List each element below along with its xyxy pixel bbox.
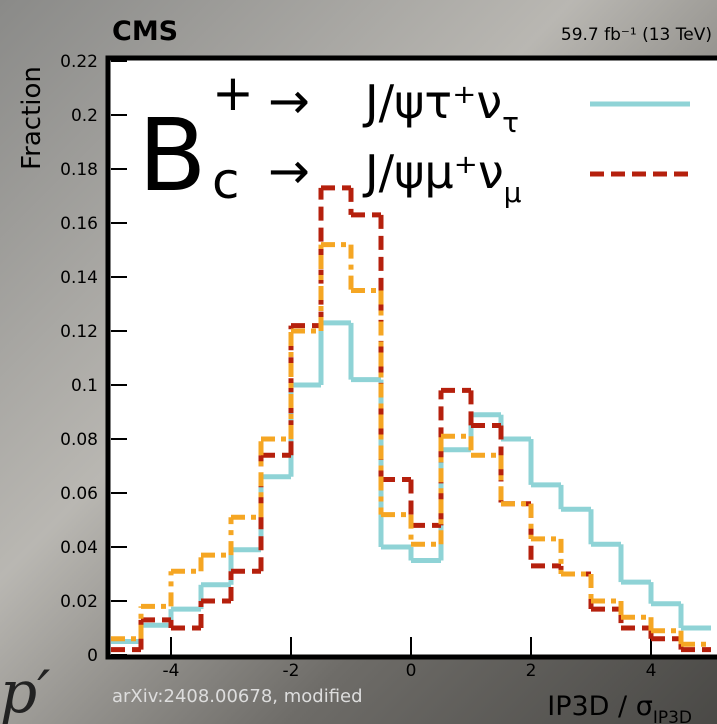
y-tick-label: 0.1 [71, 376, 98, 396]
y-tick-label: 0.14 [60, 268, 98, 288]
y-axis-label: Fraction [17, 66, 47, 170]
y-tick-label: 0.18 [60, 160, 98, 180]
y-tick-label: 0.06 [60, 484, 98, 504]
x-tick-label: 0 [406, 661, 417, 681]
legend-arrow: → [268, 72, 310, 130]
x-axis-label: IP3D / σIP3D [547, 691, 692, 724]
x-tick-label: 4 [646, 661, 657, 681]
legend-name-sub: τ [502, 106, 519, 139]
y-tick-label: 0.12 [60, 322, 98, 342]
legend-name: J/ψμ⁺ν [362, 145, 504, 199]
y-tick-label: 0.04 [60, 538, 98, 558]
annotation: arXiv:2408.00678, modified [112, 686, 363, 707]
lumi-label: 59.7 fb⁻¹ (13 TeV) [561, 25, 712, 45]
y-tick-label: 0.2 [71, 106, 98, 126]
x-label-sub: IP3D [653, 708, 692, 724]
experiment-label: CMS [112, 16, 178, 47]
y-tick-label: 0.22 [60, 52, 98, 72]
y-tick-label: 0.16 [60, 214, 98, 234]
series [111, 242, 711, 647]
y-tick-label: 0.02 [60, 592, 98, 612]
legend-arrow: → [268, 142, 310, 200]
legend-label: J/ψτ⁺ντ [362, 75, 519, 139]
plot [111, 60, 711, 656]
x-label-main: IP3D / σ [547, 691, 653, 722]
legend-name: J/ψτ⁺ν [362, 75, 502, 129]
x-tick-label: 2 [526, 661, 537, 681]
y-tick-label: 0 [87, 646, 98, 666]
y-tick-label: 0.08 [60, 430, 98, 450]
legend-name-sub: μ [504, 176, 522, 209]
background-text: p′ [0, 658, 50, 724]
legend-particle-sup: + [212, 64, 254, 122]
legend-particle-base: B [138, 97, 207, 214]
x-tick-label: -2 [283, 661, 300, 681]
plot-frame [105, 55, 717, 660]
x-tick-label: -4 [163, 661, 180, 681]
legend-particle-sub: c [212, 152, 240, 210]
legend-label: J/ψμ⁺νμ [362, 145, 522, 209]
